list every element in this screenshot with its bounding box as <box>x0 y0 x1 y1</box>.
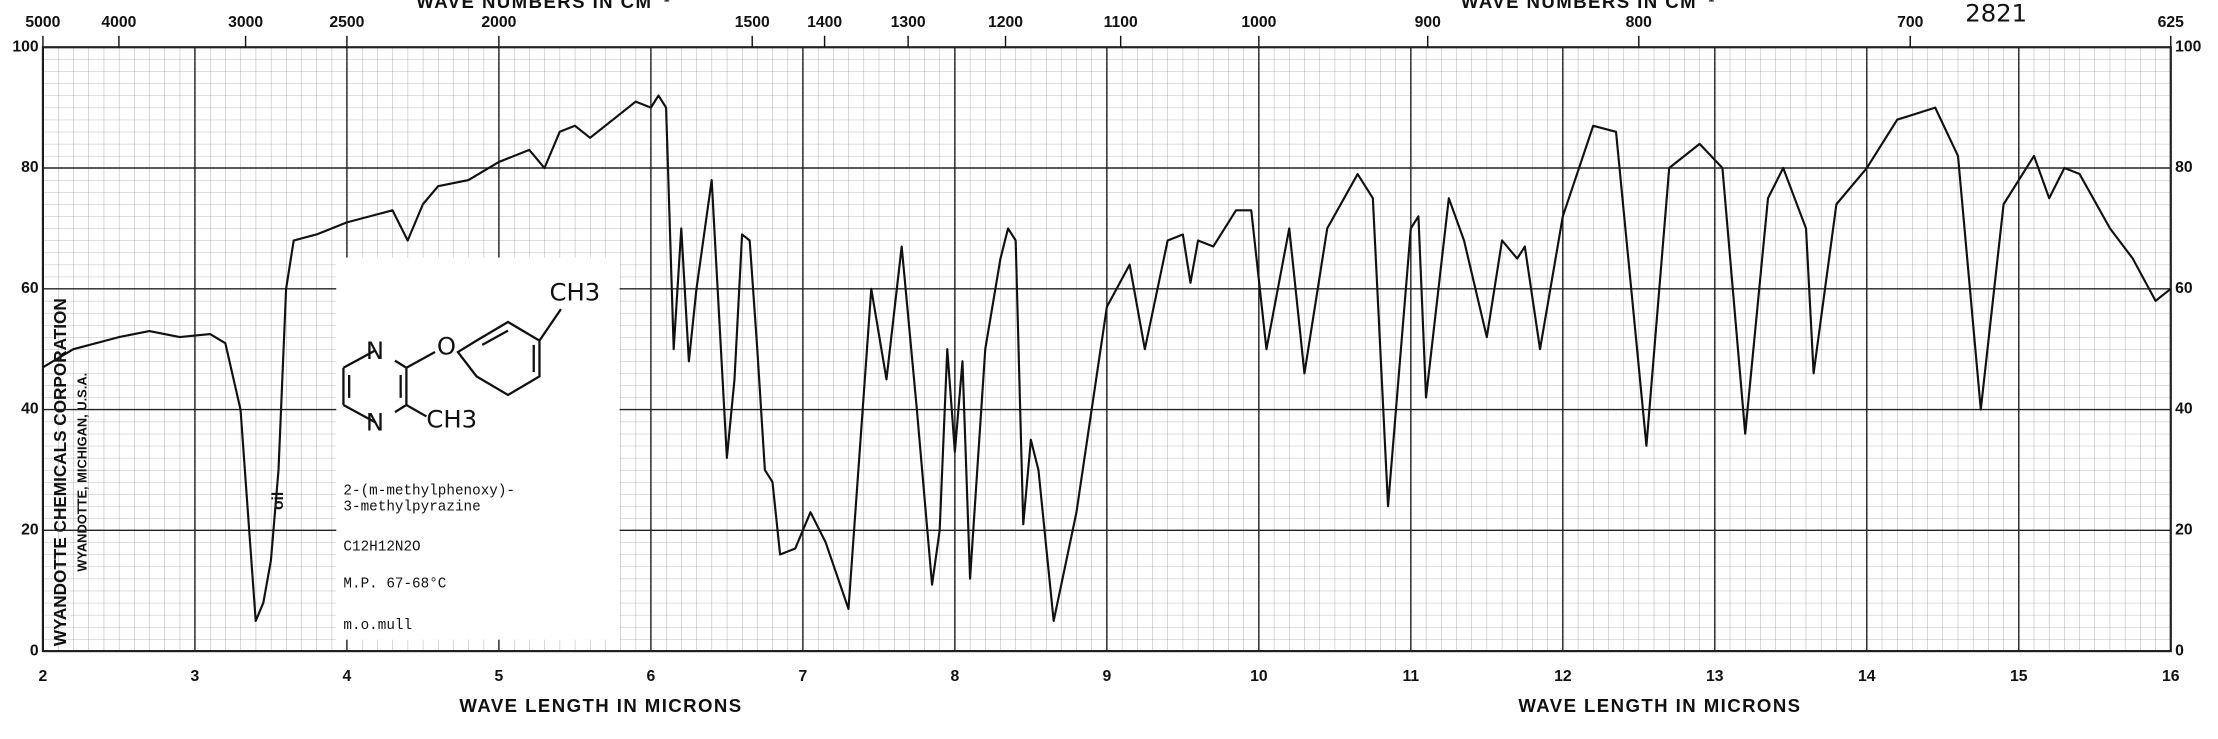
x2-tick-label: 5000 <box>25 14 60 31</box>
x2-axis-title: WAVE NUMBERS IN CM⁻¹ <box>1461 0 1716 12</box>
x2-tick-label: 625 <box>2158 14 2185 31</box>
x-tick-label: 13 <box>1706 668 1724 685</box>
x-tick-label: 2 <box>39 668 48 685</box>
melting-point: M.P. 67-68°C <box>343 577 446 593</box>
x2-tick-label: 2500 <box>329 14 364 31</box>
compound-box: N N O CH3 CH3 2-(m-methylphenoxy)- 3-met… <box>336 257 620 640</box>
x2-tick-label: 700 <box>1897 14 1924 31</box>
y-tick-label: 100 <box>2175 38 2202 55</box>
x2-tick-label: 1100 <box>1104 14 1138 31</box>
y-tick-label: 80 <box>21 159 39 176</box>
inset-background <box>336 257 620 640</box>
x2-tick-label: 1200 <box>988 14 1023 31</box>
annotation: oil <box>270 492 287 510</box>
group-label: CH3 <box>549 277 600 306</box>
x2-tick-label: 800 <box>1626 14 1653 31</box>
y-tick-label: 40 <box>21 401 39 418</box>
x-tick-label: 14 <box>1858 668 1876 685</box>
compound-name: 2-(m-methylphenoxy)- <box>343 484 515 500</box>
y-tick-label: 60 <box>21 280 39 297</box>
x-axis-title: WAVE LENGTH IN MICRONS <box>1518 695 1801 716</box>
x2-tick-label: 1300 <box>891 14 926 31</box>
atom-label: N <box>366 408 384 437</box>
x2-tick-label: 1000 <box>1241 14 1276 31</box>
x-tick-label: 8 <box>950 668 959 685</box>
x2-tick-label: 3000 <box>228 14 263 31</box>
atom-label: N <box>366 336 384 365</box>
x-tick-label: 6 <box>647 668 656 685</box>
y-tick-label: 0 <box>30 642 39 659</box>
x-tick-label: 12 <box>1554 668 1572 685</box>
medium: m.o.mull <box>343 618 412 634</box>
y-tick-label: 20 <box>21 521 39 538</box>
x-tick-label: 3 <box>191 668 200 685</box>
x-tick-label: 9 <box>1102 668 1111 685</box>
company: WYANDOTTE CHEMICALS CORPORATION <box>50 298 70 646</box>
x-tick-label: 11 <box>1403 668 1420 685</box>
x2-tick-label: 4000 <box>101 14 136 31</box>
x-tick-label: 4 <box>343 668 352 685</box>
x2-tick-label: 2000 <box>481 14 516 31</box>
spectrum-line <box>42 94 2172 622</box>
y-tick-label: 40 <box>2175 401 2193 418</box>
y-tick-label: 80 <box>2175 159 2193 176</box>
compound-name: 3-methylpyrazine <box>343 499 480 515</box>
y-tick-label: 60 <box>2175 280 2193 297</box>
x-tick-label: 15 <box>2010 668 2028 685</box>
formula: C12H12N2O <box>343 539 420 555</box>
x2-axis-title: WAVE NUMBERS IN CM⁻¹ <box>416 0 671 12</box>
spectrum-number: 2821 <box>1965 0 2027 27</box>
x-tick-label: 10 <box>1250 668 1268 685</box>
atom-label: O <box>437 332 456 361</box>
y-tick-label: 100 <box>12 38 39 55</box>
x-tick-label: 16 <box>2162 668 2180 685</box>
x-axis-title: WAVE LENGTH IN MICRONS <box>459 695 742 716</box>
x2-tick-label: 1500 <box>735 14 770 31</box>
x-tick-label: 5 <box>495 668 504 685</box>
group-label: CH3 <box>426 405 477 434</box>
company-address: WYANDOTTE, MICHIGAN, U.S.A. <box>74 373 89 572</box>
x-tick-label: 7 <box>798 668 807 685</box>
y-tick-label: 0 <box>2175 642 2184 659</box>
x2-tick-label: 1400 <box>807 14 842 31</box>
y-tick-label: 20 <box>2175 521 2193 538</box>
x2-tick-label: 900 <box>1415 14 1442 31</box>
structure-bonds <box>342 308 562 424</box>
